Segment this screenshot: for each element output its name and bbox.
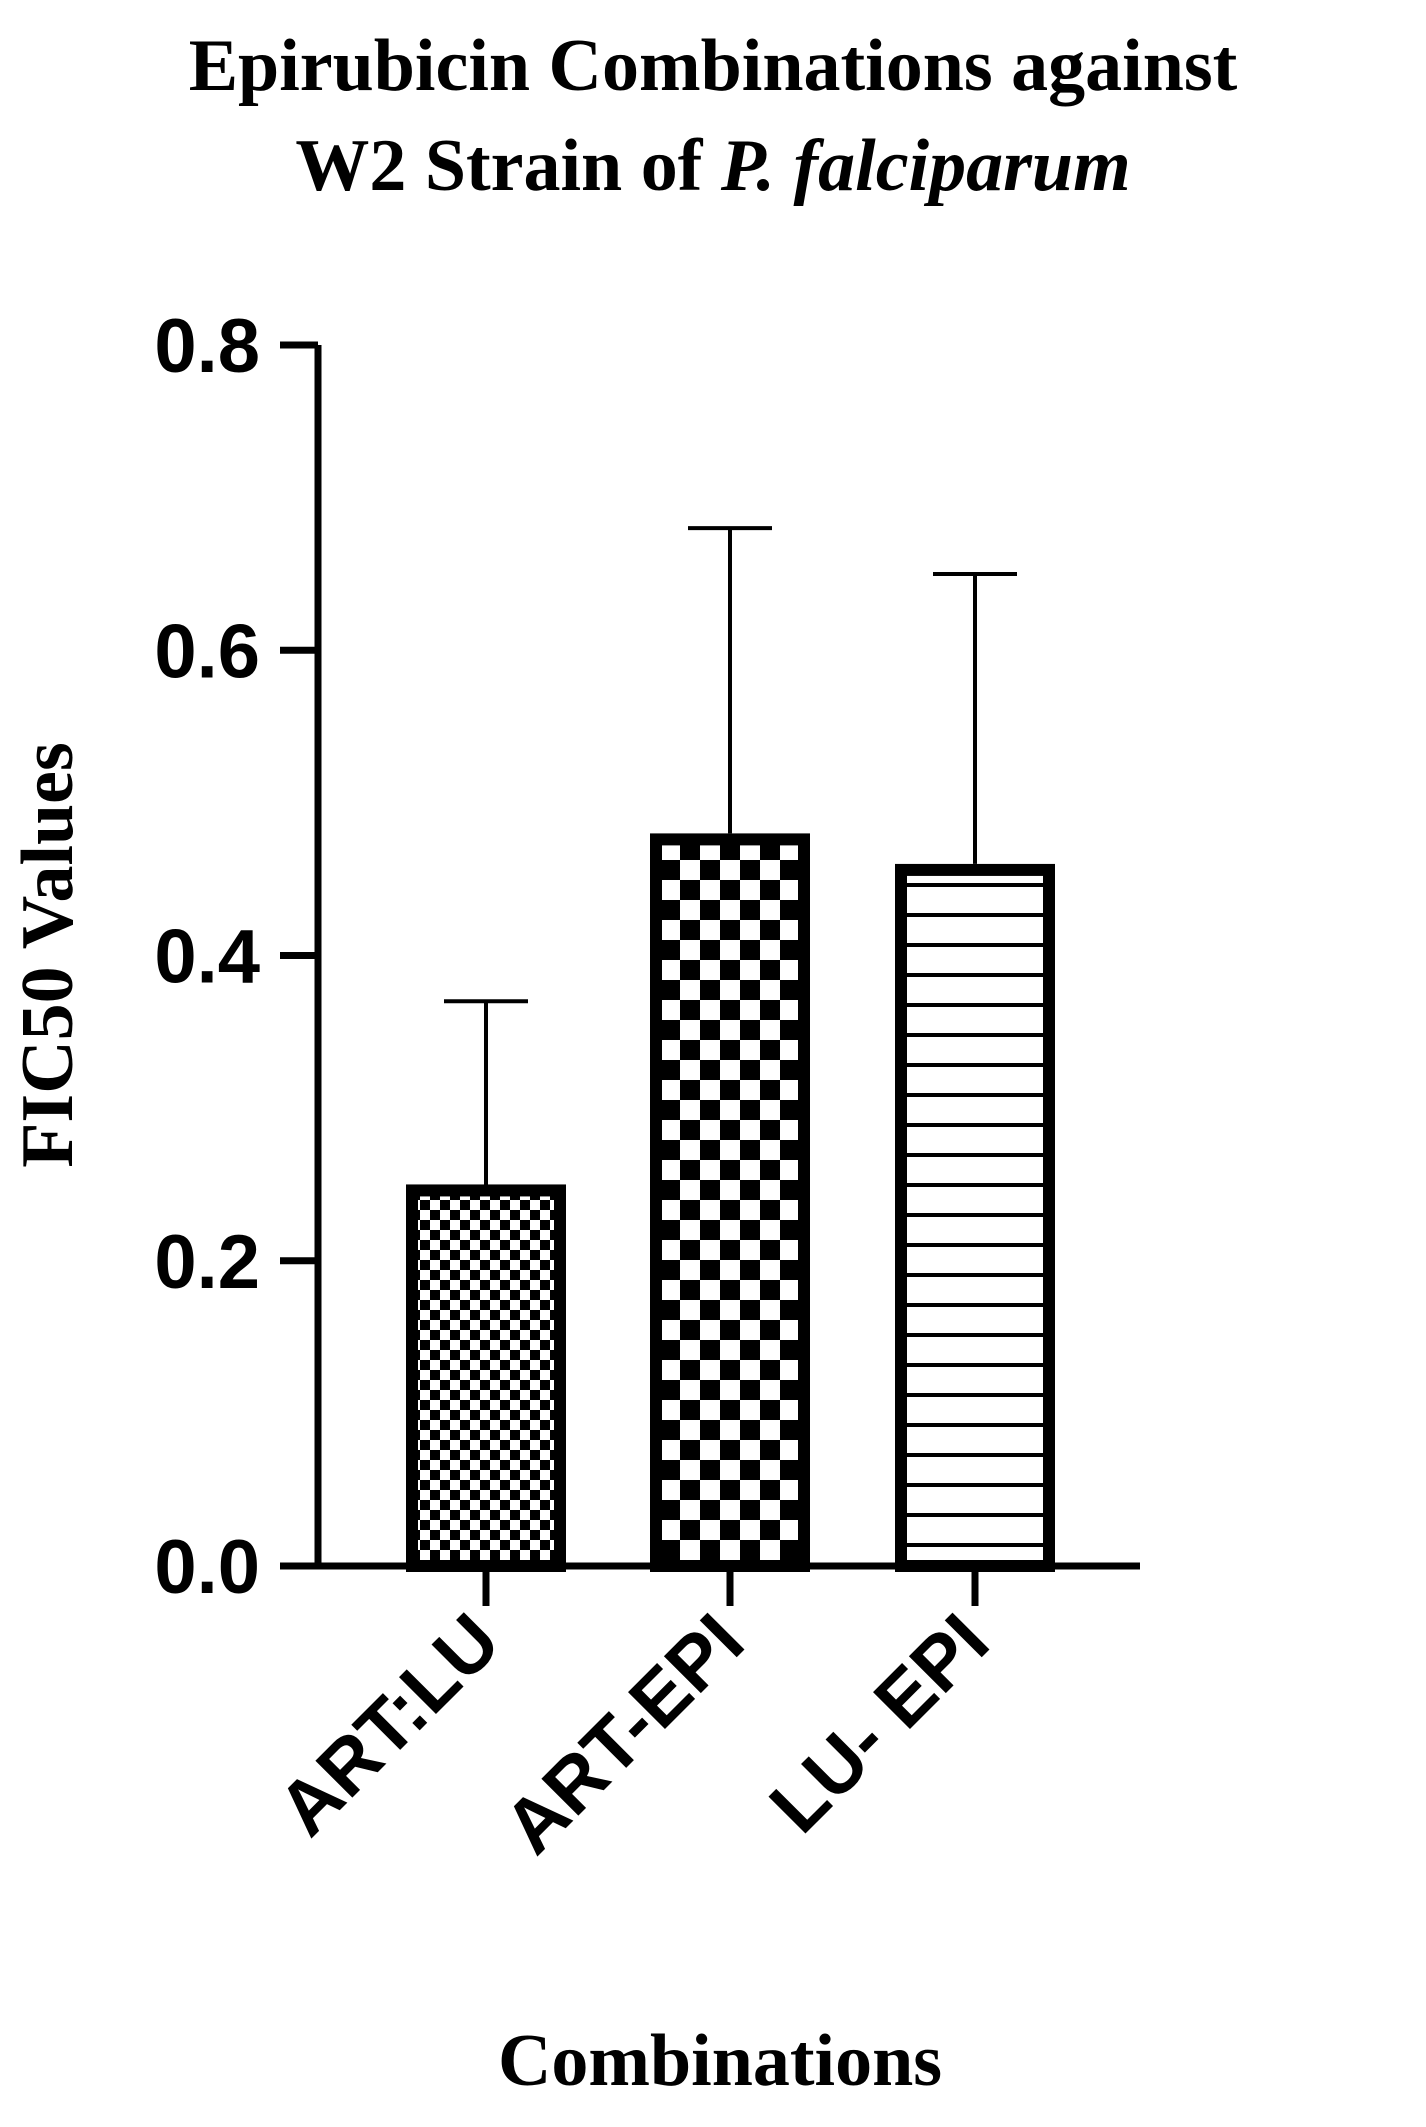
y-tick-label-4: 0.8: [154, 304, 260, 389]
x-axis-title: Combinations: [498, 2020, 942, 2102]
bar-1: [406, 1184, 566, 1572]
x-category-label-1: ART:LU: [262, 1598, 516, 1852]
chart-title-line-2-italic: P. falciparum: [720, 125, 1131, 207]
chart-title-line-2-prefix: W2 Strain of: [295, 125, 721, 207]
bar-2: [650, 833, 810, 1572]
chart-title-line-1: Epirubicin Combinations against: [189, 25, 1238, 107]
chart-title-line-2: W2 Strain of P. falciparum: [295, 125, 1130, 207]
y-tick-label-0: 0.0: [154, 1525, 260, 1610]
x-category-label-3: LU- EPI: [754, 1598, 1005, 1849]
y-tick-label-1: 0.2: [154, 1220, 260, 1305]
y-tick-label-2: 0.4: [154, 915, 260, 1000]
bar-3: [895, 863, 1055, 1572]
y-tick-label-3: 0.6: [154, 609, 260, 694]
x-category-label-2: ART-EPI: [488, 1598, 760, 1870]
y-axis-title: FIC50 Values: [7, 742, 89, 1168]
